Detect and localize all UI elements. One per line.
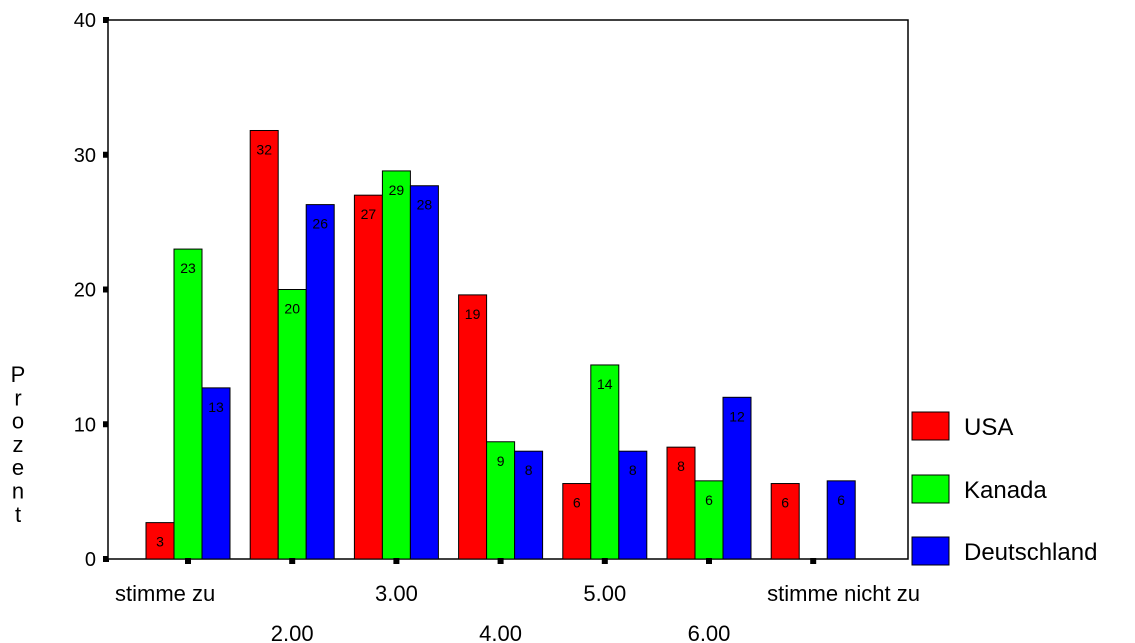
x-tick-label: stimme zu	[115, 581, 215, 606]
x-axis: stimme zu 2.00 3.00 4.00 5.00 6.00 stimme nich…	[115, 558, 920, 643]
bar-value-label: 6	[837, 492, 845, 508]
bar-value-label: 27	[361, 206, 377, 222]
x-tick-mark	[706, 558, 712, 564]
bar-kanada-5	[694, 480, 724, 560]
x-tick-label: 3.00	[375, 581, 418, 606]
bar-value-label: 8	[677, 458, 685, 474]
bar-value-label: 26	[312, 216, 328, 232]
x-tick-mark	[185, 558, 191, 564]
bar-value-label: 6	[705, 492, 713, 508]
bar-kanada-4	[590, 364, 620, 560]
legend-swatch-kanada	[911, 474, 950, 504]
y-tick-mark	[103, 151, 109, 158]
legend-label-kanada: Kanada	[964, 477, 1047, 504]
bar-deutschland-3	[514, 450, 544, 560]
bar-kanada-0	[173, 248, 203, 560]
bar-value-label: 13	[208, 399, 224, 415]
x-tick-mark	[393, 558, 400, 564]
y-tick-label: 30	[74, 145, 96, 167]
y-tick-label: 0	[85, 549, 96, 571]
bar-kanada-2	[381, 170, 411, 560]
bar-value-label: 20	[284, 301, 300, 317]
x-tick-label: stimme nicht zu	[767, 581, 920, 606]
bar-deutschland-5	[722, 396, 752, 560]
bar-deutschland-0	[201, 387, 231, 560]
x-tick-label: 6.00	[688, 621, 731, 643]
bar-value-label: 28	[417, 197, 433, 213]
y-tick-label: 10	[74, 414, 96, 436]
legend: USA Kanada Deutschland	[911, 411, 1097, 566]
legend-label-usa: USA	[964, 414, 1013, 441]
bar-usa-1	[249, 129, 279, 560]
bar-value-label: 29	[389, 182, 405, 198]
bar-deutschland-4	[618, 450, 648, 560]
x-tick-mark	[601, 558, 608, 564]
bar-value-label: 12	[729, 408, 745, 424]
bar-deutschland-2	[409, 185, 439, 560]
bar-kanada-1	[277, 289, 307, 560]
x-tick-mark	[810, 558, 817, 564]
bars: 3 23 13 32 20 26 27 29 28 19 9 8 6 14 8 8 6 12 6 6	[145, 129, 856, 560]
bar-usa-5	[666, 446, 696, 560]
bar-value-label: 6	[781, 495, 789, 511]
bar-value-label: 6	[573, 495, 581, 511]
bar-usa-3	[458, 294, 488, 560]
bar-value-label: 32	[256, 141, 272, 157]
x-tick-label: 4.00	[479, 621, 522, 643]
bar-usa-2	[353, 194, 383, 560]
y-tick-mark	[103, 556, 109, 562]
bar-value-label: 8	[629, 462, 637, 478]
y-tick-mark	[103, 286, 109, 293]
bar-value-label: 19	[465, 306, 481, 322]
y-tick-mark	[103, 421, 109, 428]
bar-value-label: 3	[156, 534, 164, 550]
x-tick-label: 5.00	[583, 581, 626, 606]
legend-swatch-usa	[911, 411, 950, 441]
y-tick-label: 20	[74, 280, 96, 302]
bar-value-label: 23	[180, 260, 196, 276]
x-tick-label: 2.00	[271, 621, 314, 643]
y-tick-label: 40	[74, 10, 96, 32]
bar-value-label: 9	[497, 453, 505, 469]
legend-label-deutschland: Deutschland	[964, 539, 1097, 566]
y-tick-mark	[103, 17, 109, 23]
bar-value-label: 8	[525, 462, 533, 478]
bar-usa-4	[562, 483, 592, 560]
bar-value-label: 14	[597, 376, 613, 392]
bar-deutschland-6	[826, 480, 856, 560]
bar-usa-0	[145, 522, 175, 560]
bar-deutschland-1	[305, 204, 335, 560]
x-tick-mark	[289, 558, 296, 564]
y-axis: 0 10 20 30 40	[74, 10, 109, 571]
x-tick-mark	[497, 558, 504, 564]
legend-swatch-deutschland	[911, 536, 950, 566]
bar-usa-6	[770, 483, 800, 560]
